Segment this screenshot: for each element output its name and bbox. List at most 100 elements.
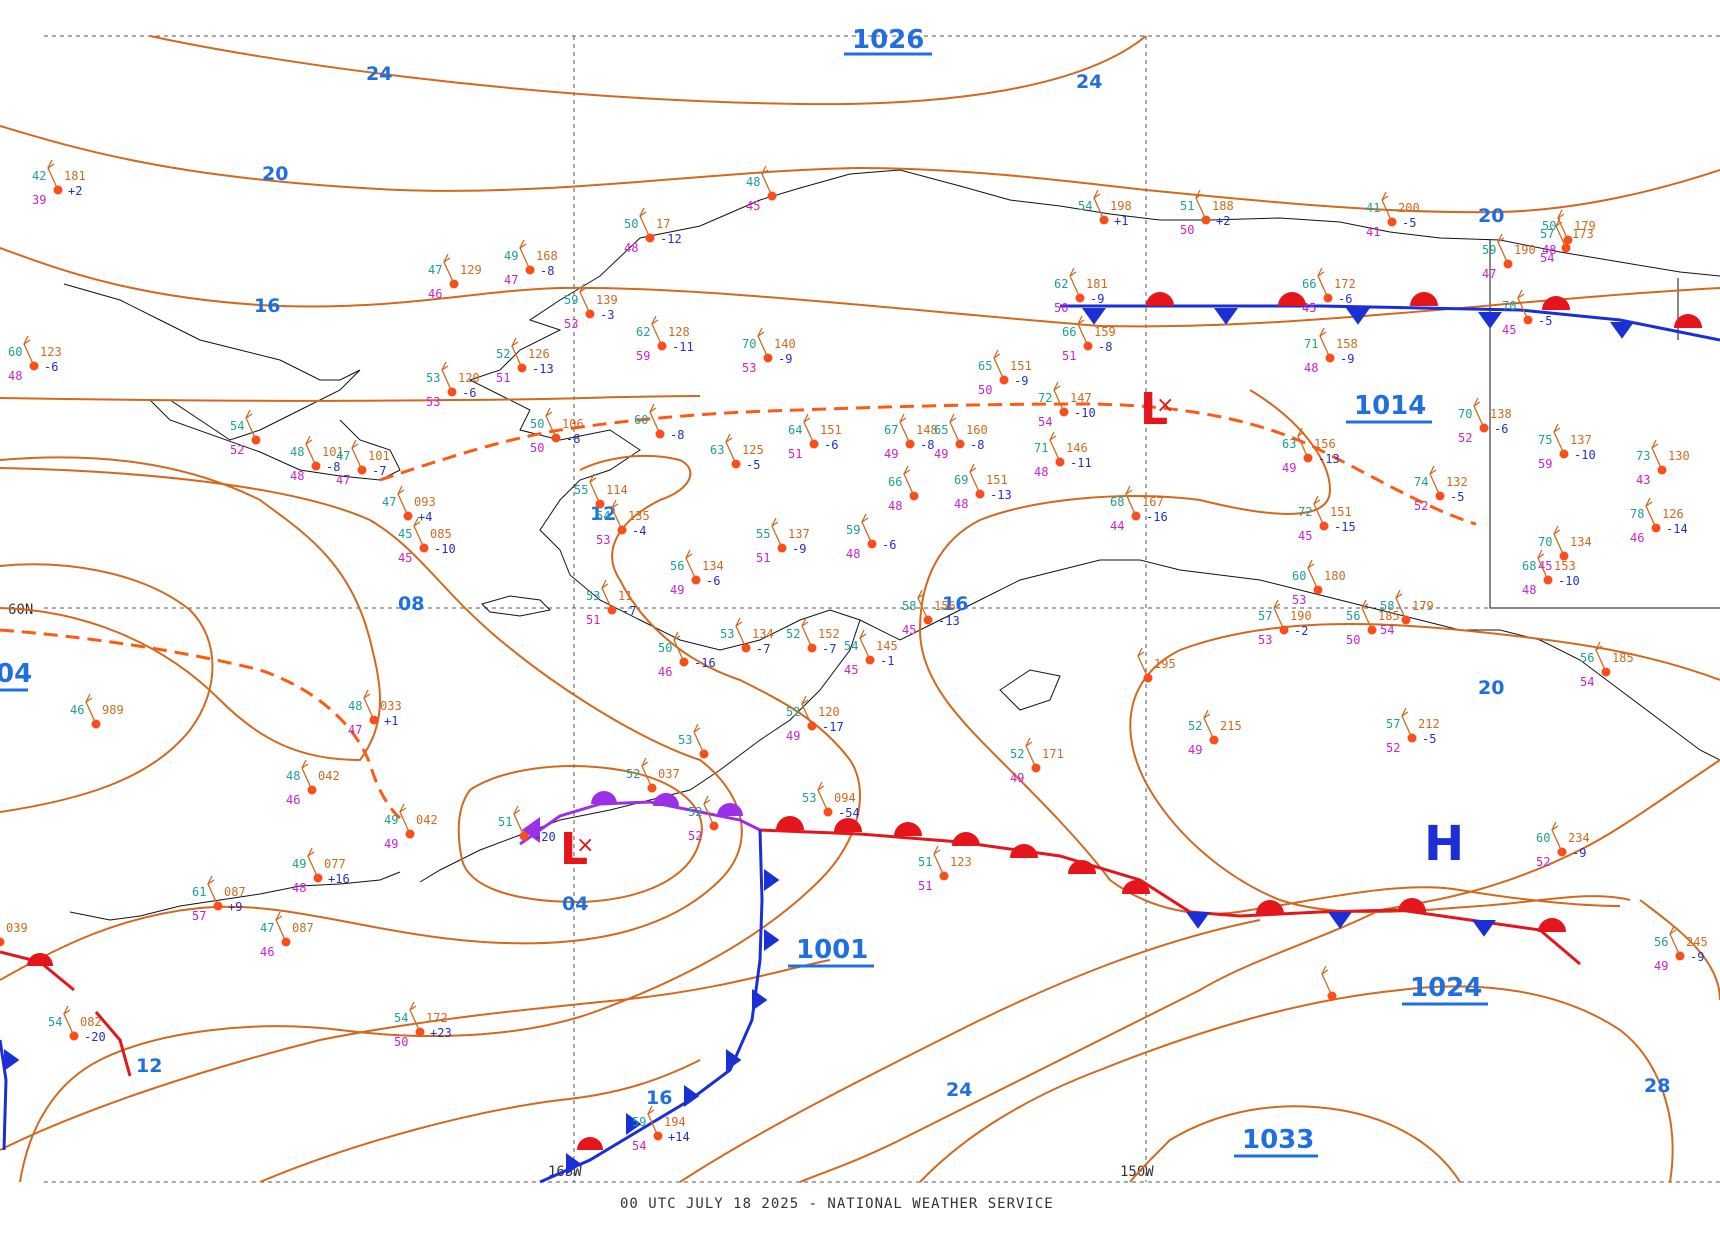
wind-barb	[817, 781, 829, 813]
wind-barb	[1195, 189, 1207, 221]
station-plot: 52 037	[626, 757, 680, 793]
station-dewpoint: 45	[398, 551, 412, 565]
coastline-alaska-west	[419, 299, 861, 883]
station-dewpoint: 46	[428, 287, 442, 301]
station-plot: 54 135 53 -4	[596, 499, 650, 547]
wind-barb	[397, 485, 409, 517]
station-temperature: 52	[496, 347, 510, 361]
cold-front-triangle	[752, 989, 768, 1011]
wind-barb	[1307, 559, 1319, 591]
isobar-label: 04	[562, 893, 588, 915]
wind-barb	[1203, 709, 1215, 741]
station-pressure: 234	[1568, 831, 1590, 845]
wind-barb	[513, 805, 525, 837]
station-pressure: 120	[458, 371, 480, 385]
fronts	[0, 292, 1720, 1184]
station-tendency: +23	[430, 1026, 452, 1040]
station-circle	[0, 937, 5, 947]
isobar-label: 12	[136, 1055, 162, 1077]
station-plot: 60 234 52 -9	[1536, 821, 1590, 869]
isobar-label: 24	[946, 1079, 972, 1101]
station-plot: 53 11 51 -7	[586, 579, 636, 627]
station-dewpoint: 49	[934, 447, 948, 461]
station-temperature: 48	[286, 769, 300, 783]
wind-barb	[861, 513, 873, 545]
station-pressure: 181	[64, 169, 86, 183]
wind-barb	[801, 617, 813, 649]
wind-barb	[757, 327, 769, 359]
cold-front-triangle	[1082, 308, 1106, 325]
station-dewpoint: 44	[1110, 519, 1124, 533]
warm-front-semicircle	[27, 953, 53, 966]
station-tendency: -6	[824, 438, 838, 452]
wind-barb	[441, 361, 453, 393]
wind-barb	[363, 689, 375, 721]
station-pressure: 033	[380, 699, 402, 713]
pressure-center-values: 1026 04 1001 1014 1024 1033	[0, 25, 1488, 1158]
station-plot: 54 145 45 -1	[844, 629, 898, 677]
station-temperature: 78	[1630, 507, 1644, 521]
station-dewpoint: 49	[786, 729, 800, 743]
wind-barb	[579, 283, 591, 315]
station-plot: 62 128 59 -11	[636, 315, 694, 363]
station-tendency: -9	[1090, 292, 1104, 306]
station-tendency: -6	[1494, 422, 1508, 436]
station-dewpoint: 52	[1386, 741, 1400, 755]
station-temperature: 68	[1522, 559, 1536, 573]
station-tendency: -20	[84, 1030, 106, 1044]
station-dewpoint: 50	[1180, 223, 1194, 237]
wind-barb	[899, 413, 911, 445]
station-pressure: 146	[1066, 441, 1088, 455]
station-pressure: 245	[1686, 935, 1708, 949]
cold-front-triangle	[1472, 920, 1496, 937]
station-temperature: 60	[634, 413, 648, 427]
station-plot: 56 134 49 -6	[670, 549, 724, 597]
station-pressure: 140	[774, 337, 796, 351]
station-pressure: 137	[1570, 433, 1592, 447]
wind-barb	[1053, 381, 1065, 413]
isobar-label: 20	[262, 163, 288, 185]
station-temperature: 66	[1302, 277, 1316, 291]
station-pressure: 093	[414, 495, 436, 509]
station-tendency: -10	[1074, 406, 1096, 420]
station-plot: 50 179 48	[1542, 209, 1596, 257]
wind-barb	[1319, 327, 1331, 359]
wind-barb	[511, 337, 523, 369]
station-plot: 53 134-7	[720, 617, 774, 656]
wind-barb	[23, 335, 35, 367]
station-tendency: -13	[938, 614, 960, 628]
wind-barb	[1517, 289, 1529, 321]
station-dewpoint: 48	[292, 881, 306, 895]
station-dewpoint: 52	[230, 443, 244, 457]
station-plot: 52 171 49	[1010, 737, 1064, 785]
wind-barb	[519, 239, 531, 271]
station-dewpoint: 50	[530, 441, 544, 455]
station-dewpoint: 41	[1366, 225, 1380, 239]
station-temperature: 60	[1292, 569, 1306, 583]
station-plot: 70 138 52 -6	[1458, 397, 1512, 445]
station-plot: 50 106 50 -8	[530, 407, 584, 455]
station-temperature: 58	[902, 599, 916, 613]
warm-front-semicircle	[1410, 292, 1438, 306]
station-pressure: 198	[1110, 199, 1132, 213]
station-temperature: 71	[1034, 441, 1048, 455]
station-plot: 55 137 51 -9	[756, 517, 810, 565]
station-dewpoint: 52	[1414, 499, 1428, 513]
station-plot: 74 132 52 -5	[1414, 465, 1468, 513]
station-dewpoint: 48	[624, 241, 638, 255]
station-temperature: 56	[1580, 651, 1594, 665]
wind-barb	[1551, 821, 1563, 853]
station-temperature: 53	[802, 791, 816, 805]
station-tendency: -5	[1422, 732, 1436, 746]
station-pressure: 114	[606, 483, 628, 497]
station-tendency: -9	[1572, 846, 1586, 860]
station-plot: 65 151 50 -9	[978, 349, 1032, 397]
station-plot: 039	[0, 921, 28, 947]
station-temperature: 42	[32, 169, 46, 183]
isobar-label: 16	[942, 593, 968, 615]
isobar-labels: 24 24 20 16 12 08 04 16 20 20 12 16 24 2…	[136, 63, 1670, 1109]
isobar-label: 28	[1644, 1075, 1670, 1097]
station-dewpoint: 46	[260, 945, 274, 959]
station-dewpoint: 47	[1482, 267, 1496, 281]
